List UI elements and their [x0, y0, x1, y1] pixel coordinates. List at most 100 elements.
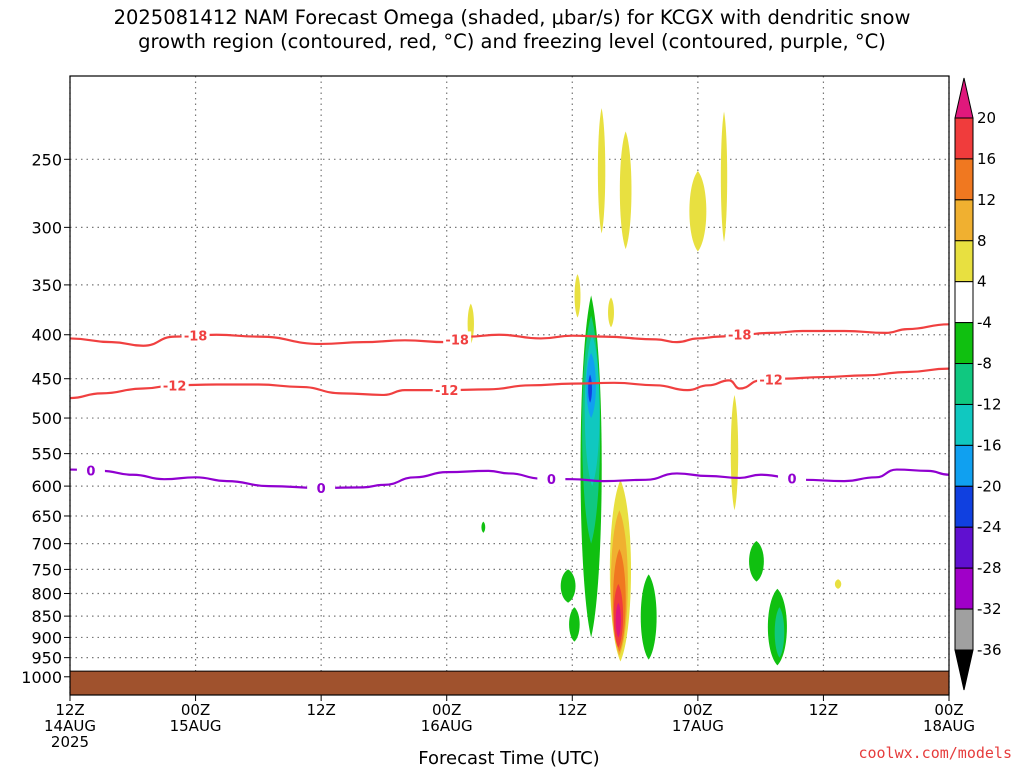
- y-tick-label-11: 800: [31, 584, 62, 603]
- x-tick-label-1-2: 15AUG: [170, 717, 222, 735]
- x-tick-label-7-1: 00Z: [934, 701, 963, 719]
- contour-label-bg-2-1: [307, 479, 336, 496]
- y-tick-label-7: 600: [31, 477, 62, 496]
- contour-label-bg-1-1: [432, 382, 461, 399]
- chart-title-line-1: 2025081412 NAM Forecast Omega (shaded, μ…: [113, 6, 911, 29]
- y-tick-label-10: 750: [31, 560, 62, 579]
- x-tick-label-3-2: 16AUG: [421, 717, 473, 735]
- omega-region-2: [689, 171, 707, 252]
- contour-label-bg-1-0: [160, 377, 189, 394]
- contour-label-0-0: -18: [184, 330, 208, 345]
- omega-shading: [467, 108, 842, 666]
- contour-label-bg-0-1: [443, 331, 472, 348]
- contour-label-0-1: -18: [445, 333, 469, 348]
- contour-label-bg-0-0: [181, 327, 210, 344]
- y-tick-label-0: 250: [31, 150, 62, 169]
- x-tick-label-6-1: 12Z: [809, 701, 838, 719]
- omega-region-1: [619, 131, 632, 250]
- omega-region-15: [569, 607, 580, 642]
- y-axis-ticks: 250 300 350 400 450 500 550 600 650 700 750 800 850 9…: [21, 150, 70, 687]
- colorbar-segment-1: [954, 117, 974, 160]
- omega-region-0: [597, 108, 606, 234]
- colorbar: 20 16 12 8 4 -4 -8 -12 -16 -20 -24 -28 -32 -36: [954, 77, 1002, 691]
- plot-frame: [69, 75, 950, 696]
- colorbar-segment-9: [954, 444, 974, 487]
- colorbar-label-13: -36: [977, 641, 1002, 659]
- omega-region-5: [574, 274, 581, 318]
- x-tick-label-3-1: 00Z: [432, 701, 461, 719]
- x-axis-label: Forecast Time (UTC): [418, 748, 599, 768]
- colorbar-label-6: -8: [977, 355, 992, 373]
- omega-region-16: [640, 574, 657, 660]
- y-tick-label-3: 400: [31, 326, 62, 345]
- contour-label-1-1: -12: [435, 384, 459, 399]
- x-tick-label-7-2: 18AUG: [923, 717, 975, 735]
- contour-label-2-1: 0: [317, 482, 326, 497]
- x-tick-label-1-1: 00Z: [181, 701, 210, 719]
- ground-band: [70, 671, 949, 695]
- x-tick-label-2-1: 12Z: [306, 701, 335, 719]
- y-tick-label-5: 500: [31, 409, 62, 428]
- colorbar-label-7: -12: [977, 395, 1002, 413]
- y-tick-label-12: 850: [31, 607, 62, 626]
- omega-region-6: [608, 297, 614, 328]
- y-tick-label-2: 350: [31, 276, 62, 295]
- colorbar-segment-3: [954, 199, 974, 242]
- omega-region-8: [834, 579, 842, 589]
- contour-label-bg-2-0: [76, 462, 105, 479]
- y-tick-label-6: 550: [31, 445, 62, 464]
- colorbar-label-5: -4: [977, 314, 992, 332]
- colorbar-segment-12: [954, 567, 974, 610]
- x-tick-label-5-2: 17AUG: [672, 717, 724, 735]
- colorbar-segment-13: [954, 608, 974, 651]
- y-tick-label-15: 1000: [21, 668, 62, 687]
- colorbar-label-10: -24: [977, 518, 1002, 536]
- contour-label-bg-2-2: [537, 470, 566, 487]
- contour-line-2: [70, 468, 949, 490]
- omega-region-25: [615, 602, 621, 638]
- colorbar-segment-4: [954, 240, 974, 283]
- colorbar-segment-7: [954, 363, 974, 405]
- contour-label-2-3: 0: [788, 473, 797, 488]
- x-tick-label-5-1: 00Z: [683, 701, 712, 719]
- contour-label-bg-1-2: [757, 371, 786, 388]
- colorbar-label-3: 8: [977, 232, 987, 250]
- x-tick-label-4-1: 12Z: [558, 701, 587, 719]
- chart-title: 2025081412 NAM Forecast Omega (shaded, μ…: [0, 6, 1024, 54]
- contour-line-0: [70, 323, 949, 347]
- colorbar-label-12: -32: [977, 600, 1002, 618]
- colorbar-segment-5: [954, 281, 974, 324]
- colorbar-label-1: 16: [977, 150, 996, 168]
- colorbar-segment-2: [954, 158, 974, 201]
- colorbar-label-2: 12: [977, 191, 996, 209]
- colorbar-label-8: -16: [977, 436, 1002, 454]
- colorbar-bottom-arrow: [954, 649, 974, 691]
- contour-label-0-2: -18: [728, 329, 752, 344]
- omega-region-14: [560, 569, 576, 603]
- x-tick-label-0-2: 14AUG: [44, 717, 96, 735]
- colorbar-segment-11: [954, 526, 974, 569]
- colorbar-label-11: -28: [977, 559, 1002, 577]
- colorbar-top-arrow: [954, 77, 974, 119]
- y-tick-label-9: 700: [31, 535, 62, 554]
- omega-region-3: [720, 111, 728, 242]
- contour-label-1-0: -12: [163, 379, 187, 394]
- credit-text: coolwx.com/models: [858, 744, 1012, 762]
- chart-title-line-2: growth region (contoured, red, °C) and f…: [138, 30, 886, 53]
- colorbar-segment-6: [954, 322, 974, 365]
- omega-region-20: [481, 521, 486, 533]
- omega-region-13: [588, 374, 592, 403]
- y-tick-label-1: 300: [31, 218, 62, 237]
- y-tick-label-13: 900: [31, 628, 62, 647]
- omega-region-17: [749, 540, 764, 582]
- y-tick-label-4: 450: [31, 370, 62, 389]
- colorbar-label-9: -20: [977, 477, 1002, 495]
- omega-region-7: [730, 394, 739, 511]
- temperature-contours: -18 -18 -18 -12 -12 -12 0 0 0 0: [70, 323, 949, 497]
- contour-label-bg-0-2: [725, 326, 754, 343]
- ground-surface: [70, 670, 949, 695]
- y-tick-label-8: 650: [31, 507, 62, 526]
- x-tick-label-0-3: 2025: [51, 733, 89, 751]
